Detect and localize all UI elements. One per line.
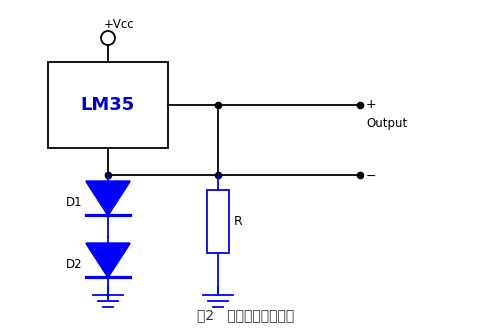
Text: −: − [366,169,377,182]
Text: D1: D1 [66,196,83,209]
Text: +: + [366,98,377,111]
Text: +Vcc: +Vcc [104,18,135,31]
Bar [48,62,168,148]
Polygon shape [86,243,130,277]
Text: R: R [234,215,243,228]
Text: D2: D2 [66,258,83,271]
Text: Output: Output [366,117,407,130]
Text: LM35: LM35 [81,96,135,114]
Bar [207,190,229,253]
Polygon shape [86,181,130,215]
Text: 图2   传感器电路原理图: 图2 传感器电路原理图 [197,308,295,322]
